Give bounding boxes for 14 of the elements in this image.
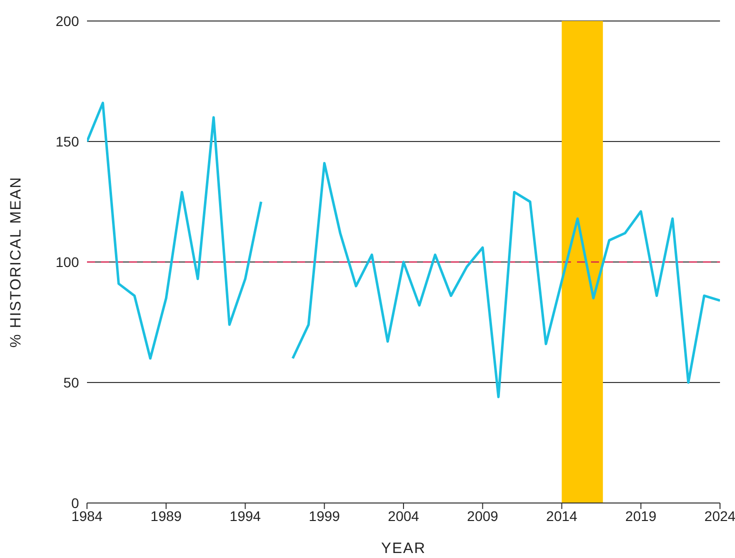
y-axis-title: % HISTORICAL MEAN [7, 176, 24, 348]
y-tick-label: 150 [56, 133, 80, 150]
y-tick-label: 200 [56, 12, 80, 29]
x-tick-label: 1989 [150, 508, 182, 524]
x-axis-title: YEAR [381, 540, 426, 557]
x-tick-label: 2004 [388, 508, 420, 524]
y-tick-label: 50 [63, 374, 80, 390]
x-tick-label: 1994 [230, 508, 262, 524]
x-tick-label: 2009 [467, 508, 498, 524]
x-tick-label: 2014 [546, 508, 578, 524]
x-tick-label: 1999 [308, 508, 340, 524]
x-tick-label: 2019 [625, 508, 657, 524]
x-tick-label: 2024 [704, 508, 735, 524]
y-tick-label: 100 [56, 254, 80, 270]
